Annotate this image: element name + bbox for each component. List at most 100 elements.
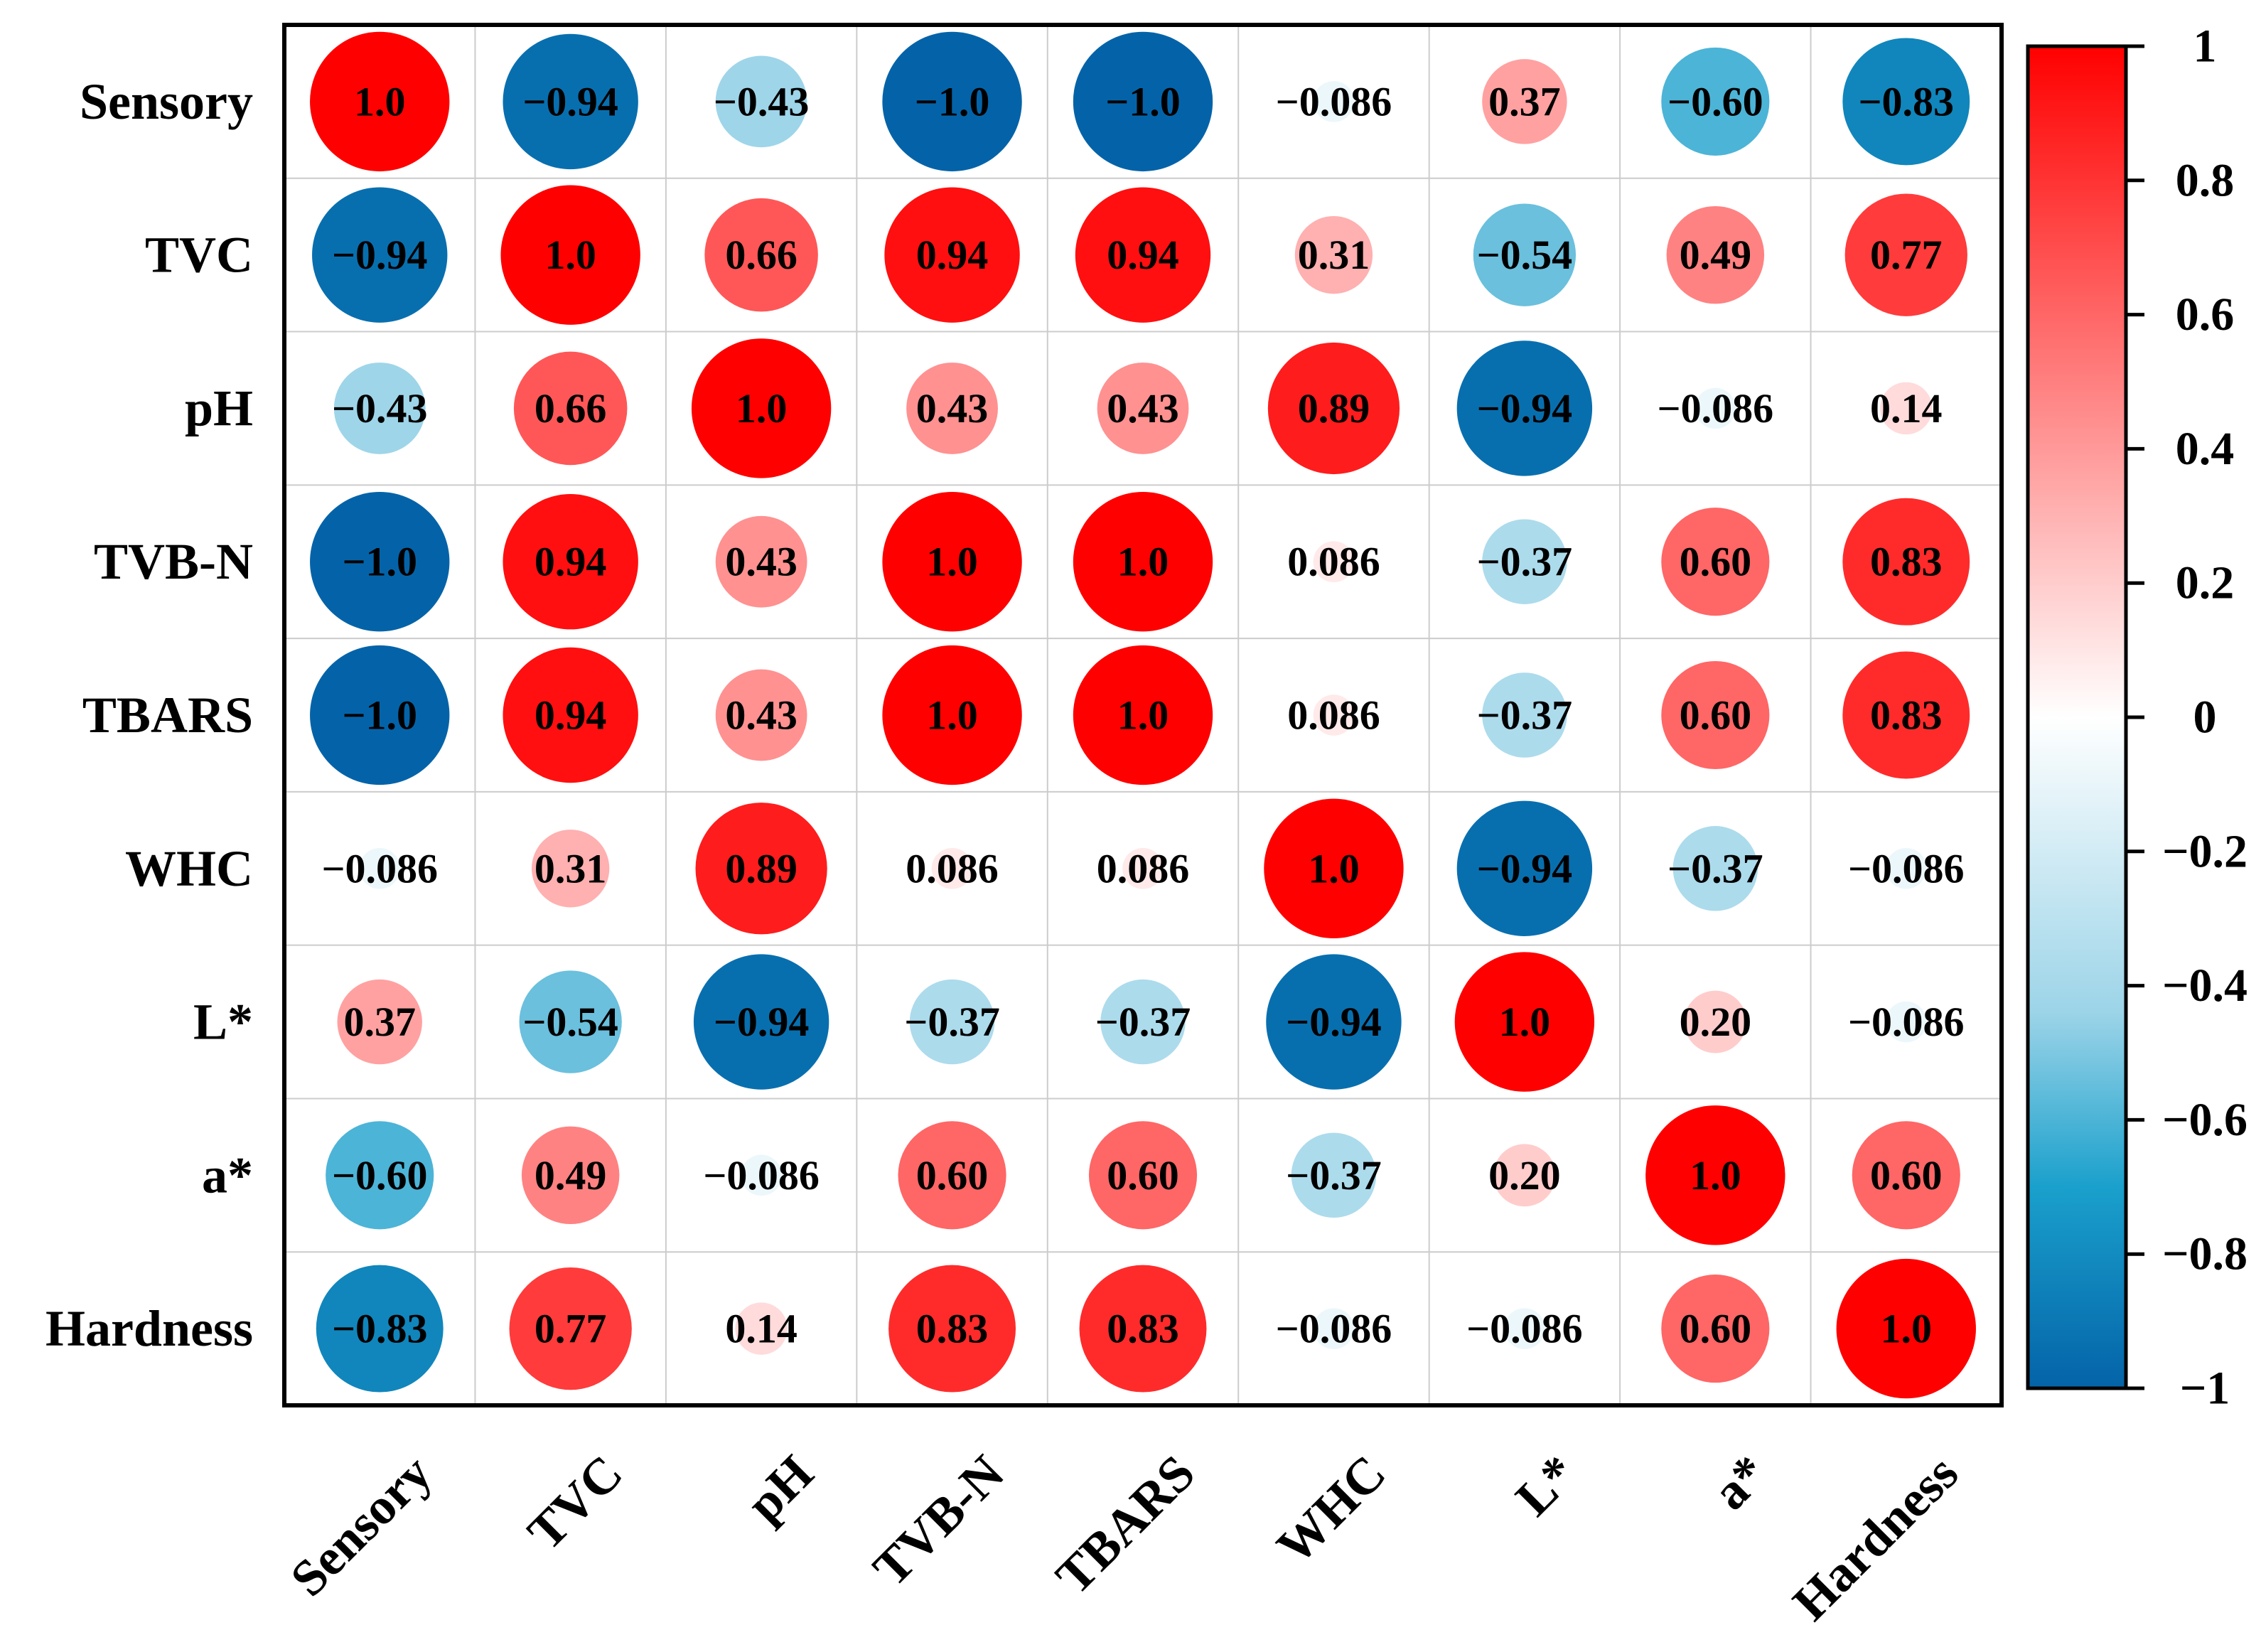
corr-circle-sensory-lstar <box>1482 59 1567 144</box>
corr-value-ph-ph: 1.0 <box>736 385 788 431</box>
corr-circle-tbars-lstar <box>1482 672 1567 758</box>
corr-value-tvb-n-sensory: −1.0 <box>342 539 417 585</box>
corr-value-tbars-ph: 0.43 <box>725 692 797 739</box>
corr-value-hardness-astar: 0.60 <box>1680 1306 1752 1352</box>
corr-circle-astar-tvc <box>521 1126 620 1225</box>
corr-circle-tbars-sensory <box>310 645 450 785</box>
corr-circle-ph-tvb-n <box>906 363 998 454</box>
corr-circle-lstar-lstar <box>1454 952 1595 1092</box>
corr-circle-sensory-tvc <box>503 33 638 170</box>
colorbar-tick-label: −1 <box>2180 1363 2230 1415</box>
column-label-sensory: Sensory <box>279 1444 442 1607</box>
corr-value-tvb-n-whc: 0.086 <box>1287 539 1380 585</box>
corr-circle-tvb-n-whc <box>1313 541 1355 583</box>
row-labels: Sensory TVC pH TVB-N TBARS WHC L* a* Hardness <box>45 73 253 1357</box>
corr-value-ph-whc: 0.89 <box>1298 385 1370 431</box>
corr-value-hardness-hardness: 1.0 <box>1881 1306 1933 1352</box>
corr-circle-tbars-tvc <box>503 647 638 783</box>
corr-value-hardness-tvb-n: 0.83 <box>916 1306 989 1352</box>
corr-value-whc-whc: 1.0 <box>1308 845 1360 891</box>
row-label-whc: WHC <box>125 840 253 897</box>
corr-value-ph-tbars: 0.43 <box>1107 385 1179 431</box>
colorbar-tick-label: 0.4 <box>2176 423 2235 475</box>
corr-value-sensory-astar: −0.60 <box>1667 78 1763 124</box>
corr-circle-tbars-tbars <box>1073 645 1213 785</box>
corr-value-sensory-tvc: −0.94 <box>522 78 618 124</box>
corr-circle-whc-whc <box>1264 798 1404 938</box>
corr-value-sensory-tvb-n: −1.0 <box>915 78 990 124</box>
row-label-tvb-n: TVB-N <box>94 533 253 590</box>
corr-value-ph-tvc: 0.66 <box>535 385 607 431</box>
correlation-circles <box>310 31 1976 1399</box>
corr-circle-whc-hardness <box>1885 847 1927 889</box>
corr-value-tvc-hardness: 0.77 <box>1870 232 1943 278</box>
grid-lines <box>284 25 2002 1405</box>
corr-value-tvc-tbars: 0.94 <box>1107 232 1179 278</box>
corr-circle-astar-astar <box>1645 1105 1785 1245</box>
corr-value-lstar-astar: 0.20 <box>1680 999 1752 1045</box>
corr-value-lstar-tvc: −0.54 <box>522 999 618 1045</box>
corr-circle-sensory-sensory <box>310 31 450 172</box>
column-label-tvc: TVC <box>517 1444 633 1561</box>
corr-value-astar-lstar: 0.20 <box>1488 1152 1561 1198</box>
corr-circle-tbars-ph <box>715 669 807 761</box>
corr-value-lstar-tbars: −0.37 <box>1095 999 1191 1045</box>
colorbar-tick-label: −0.4 <box>2162 960 2247 1012</box>
corr-value-hardness-tvc: 0.77 <box>535 1306 607 1352</box>
corr-circle-sensory-ph <box>715 55 807 148</box>
corr-circle-tvc-whc <box>1294 216 1373 294</box>
corr-circle-lstar-hardness <box>1885 1001 1927 1043</box>
corr-value-tbars-hardness: 0.83 <box>1870 692 1943 739</box>
corr-value-ph-hardness: 0.14 <box>1870 385 1943 431</box>
column-label-lstar: L* <box>1505 1444 1587 1527</box>
row-label-sensory: Sensory <box>80 73 253 130</box>
corr-circle-sensory-tbars <box>1073 31 1213 172</box>
corr-circle-ph-tvc <box>513 351 628 466</box>
corr-circle-astar-sensory <box>326 1121 434 1230</box>
corr-value-lstar-hardness: −0.086 <box>1848 999 1965 1045</box>
corr-circle-whc-astar <box>1672 826 1758 911</box>
corr-value-astar-tbars: 0.60 <box>1107 1152 1179 1198</box>
plot-border <box>282 23 2004 1407</box>
corr-value-tvb-n-tvb-n: 1.0 <box>926 539 978 585</box>
corr-value-tvb-n-astar: 0.60 <box>1680 539 1752 585</box>
corr-circle-ph-lstar <box>1456 340 1593 476</box>
corr-circle-astar-lstar <box>1493 1144 1556 1207</box>
corr-circle-ph-astar <box>1695 387 1736 429</box>
corr-value-whc-tbars: 0.086 <box>1097 845 1190 891</box>
corr-value-whc-tvb-n: 0.086 <box>906 845 999 891</box>
corr-value-tvb-n-hardness: 0.83 <box>1870 539 1943 585</box>
corr-circle-astar-tbars <box>1088 1121 1198 1230</box>
corr-value-tvb-n-tbars: 1.0 <box>1117 539 1169 585</box>
corr-value-ph-lstar: −0.94 <box>1477 385 1573 431</box>
corr-circle-hardness-tvc <box>509 1267 632 1390</box>
row-label-astar: a* <box>202 1147 253 1203</box>
corr-value-lstar-sensory: 0.37 <box>343 999 416 1045</box>
corr-value-lstar-ph: −0.94 <box>714 999 810 1045</box>
corr-value-whc-hardness: −0.086 <box>1848 845 1965 891</box>
corr-value-sensory-lstar: 0.37 <box>1488 78 1561 124</box>
row-label-ph: pH <box>185 380 253 436</box>
corr-circle-hardness-tvb-n <box>888 1265 1016 1393</box>
corr-circle-whc-tbars <box>1122 847 1164 889</box>
row-label-tvc: TVC <box>145 227 253 284</box>
colorbar-tick-label: −0.6 <box>2162 1094 2247 1146</box>
corr-value-astar-sensory: −0.60 <box>332 1152 428 1198</box>
corr-value-hardness-ph: 0.14 <box>725 1306 797 1352</box>
corr-circle-hardness-whc <box>1313 1308 1355 1349</box>
corr-value-tbars-whc: 0.086 <box>1287 692 1380 739</box>
corr-value-whc-sensory: −0.086 <box>321 845 438 891</box>
corr-circle-tvc-ph <box>704 198 818 312</box>
corr-value-lstar-whc: −0.94 <box>1286 999 1382 1045</box>
corr-circle-whc-sensory <box>359 847 401 889</box>
corr-circle-whc-ph <box>695 803 827 935</box>
corr-circle-tbars-whc <box>1313 694 1355 736</box>
corr-circle-astar-ph <box>741 1154 782 1196</box>
corr-value-whc-tvc: 0.31 <box>535 845 607 891</box>
corr-value-tvc-whc: 0.31 <box>1298 232 1370 278</box>
column-label-ph: pH <box>736 1444 824 1533</box>
corr-value-ph-astar: −0.086 <box>1658 385 1774 431</box>
colorbar-tick-label: 0.2 <box>2176 557 2235 609</box>
corr-value-tvb-n-tvc: 0.94 <box>535 539 607 585</box>
corr-circle-astar-hardness <box>1852 1121 1960 1230</box>
